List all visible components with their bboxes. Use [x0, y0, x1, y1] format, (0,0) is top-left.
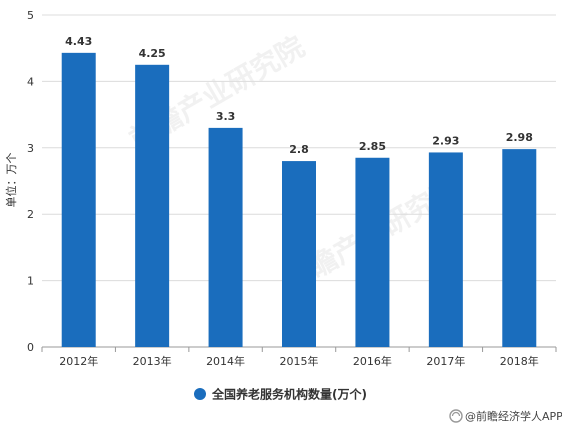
y-tick-label: 2: [27, 208, 34, 221]
x-tick-label: 2018年: [500, 354, 539, 368]
legend-label: 全国养老服务机构数量(万个): [211, 387, 367, 402]
data-label: 2.93: [432, 134, 459, 147]
x-tick-label: 2016年: [353, 354, 392, 368]
y-tick-label: 4: [27, 75, 34, 88]
bars: [61, 52, 537, 348]
x-axis-ticks: 2012年 2013年 2014年 2015年 2016年 2017年 2018年: [41, 347, 557, 368]
x-tick-label: 2015年: [280, 354, 319, 368]
legend: 全国养老服务机构数量(万个): [194, 387, 367, 402]
data-label: 4.43: [65, 35, 92, 48]
bar: [428, 152, 463, 347]
x-tick-label: 2014年: [206, 354, 245, 368]
legend-marker: [194, 388, 206, 400]
data-label: 3.3: [216, 110, 236, 123]
x-tick-label: 2013年: [133, 354, 172, 368]
source-label: @前瞻经济学人APP: [465, 409, 562, 423]
y-axis-label: 单位：万个: [4, 153, 18, 208]
x-tick-label: 2012年: [59, 354, 98, 368]
bar: [282, 161, 316, 347]
bar: [135, 64, 170, 348]
bar: [502, 149, 537, 347]
y-tick-label: 0: [27, 341, 34, 354]
data-label: 2.98: [506, 131, 533, 144]
data-labels: 4.43 4.25 3.3 2.8 2.85 2.93 2.98: [65, 35, 533, 156]
y-tick-label: 3: [27, 142, 34, 155]
x-tick-label: 2017年: [426, 354, 465, 368]
data-label: 4.25: [139, 47, 166, 60]
bar: [355, 157, 390, 347]
y-axis-ticks: 0 1 2 3 4 5: [27, 9, 34, 354]
y-tick-label: 5: [27, 9, 34, 22]
bar: [61, 52, 96, 348]
qianzhan-logo-icon: [449, 409, 463, 423]
bar: [208, 127, 243, 347]
source-credit: @前瞻经济学人APP: [449, 409, 562, 423]
data-label: 2.8: [289, 143, 309, 156]
y-tick-label: 1: [27, 275, 34, 288]
data-label: 2.85: [359, 140, 386, 153]
